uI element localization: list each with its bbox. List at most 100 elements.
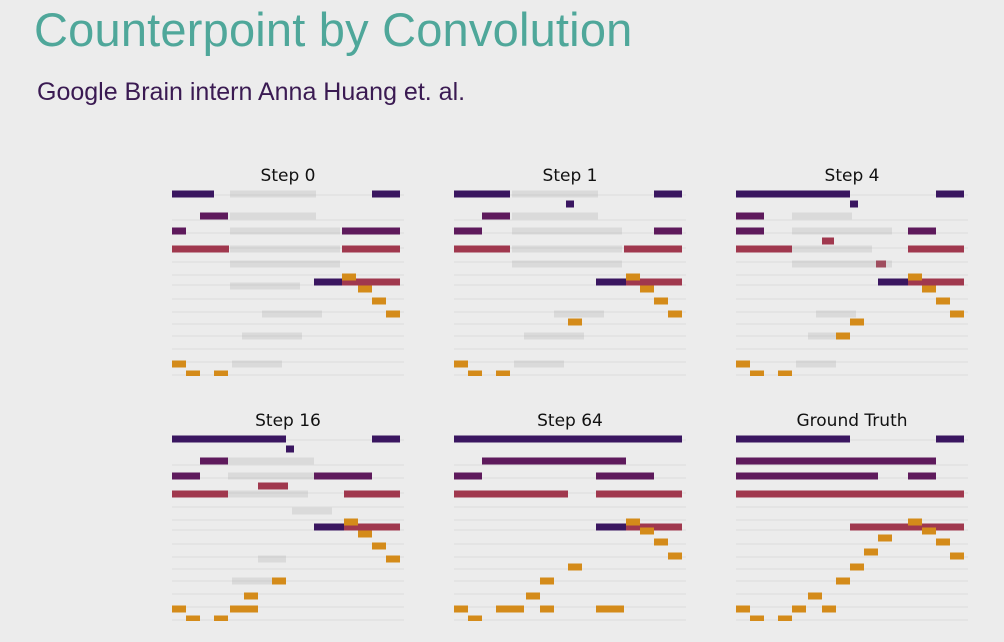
bass-note (172, 605, 186, 613)
uncertain-note (524, 332, 584, 340)
bass-note (386, 555, 400, 563)
uncertain-note (230, 245, 340, 253)
panel-title: Step 4 (824, 166, 880, 186)
uncertain-note (792, 212, 852, 220)
soprano-note (372, 190, 400, 198)
tenor-note (908, 490, 964, 498)
bass-note (344, 518, 358, 526)
bass-note (836, 577, 850, 585)
bass-note (526, 592, 540, 600)
alto-note (820, 457, 850, 465)
tenor-note (258, 482, 288, 490)
bass-note (372, 542, 386, 550)
alto-note (482, 212, 510, 220)
bass-note (936, 538, 950, 546)
uncertain-note (816, 310, 856, 318)
uncertain-note (512, 260, 622, 268)
uncertain-note (792, 227, 892, 235)
alto-note (172, 227, 186, 235)
alto-note (764, 457, 820, 465)
alto-note (764, 472, 850, 480)
tenor-note (878, 490, 908, 498)
bass-note (540, 605, 554, 613)
bass-note (596, 605, 624, 613)
bass-note (272, 577, 286, 585)
tenor-note (172, 490, 228, 498)
uncertain-note (230, 260, 340, 268)
bass-note (496, 370, 510, 376)
alto-note (568, 457, 626, 465)
uncertain-note (808, 332, 836, 340)
uncertain-note (258, 555, 286, 563)
bass-note (186, 615, 200, 621)
soprano-note (454, 435, 568, 443)
alto-note (908, 227, 936, 235)
uncertain-note (512, 212, 598, 220)
piano-roll (454, 435, 686, 621)
soprano-note (736, 435, 792, 443)
uncertain-note (230, 282, 300, 290)
tenor-note (908, 278, 964, 286)
bass-note (654, 538, 668, 546)
uncertain-note (242, 332, 302, 340)
bass-note (244, 592, 258, 600)
soprano-note (596, 523, 626, 531)
bass-note (640, 527, 654, 535)
uncertain-note (554, 310, 604, 318)
panel-step-4: Step 4 (736, 166, 968, 380)
soprano-note (566, 200, 574, 208)
soprano-note (568, 435, 654, 443)
piano-roll (736, 190, 968, 376)
alto-note (482, 457, 568, 465)
bass-note (750, 615, 764, 621)
tenor-note (908, 523, 964, 531)
tenor-note (344, 490, 400, 498)
alto-note (596, 472, 654, 480)
soprano-note (314, 278, 344, 286)
soprano-note (372, 435, 400, 443)
bass-note (736, 360, 750, 368)
tenor-note (454, 245, 510, 253)
panel-title: Step 64 (537, 411, 603, 431)
uncertain-note (292, 507, 332, 515)
bass-note (936, 297, 950, 305)
uncertain-note (262, 310, 322, 318)
soprano-note (878, 278, 908, 286)
tenor-note (822, 237, 834, 245)
uncertain-note (230, 212, 316, 220)
bass-note (342, 273, 356, 281)
bass-note (878, 534, 892, 542)
soprano-note (172, 190, 214, 198)
uncertain-note (230, 227, 340, 235)
tenor-note (626, 490, 682, 498)
bass-note (736, 605, 750, 613)
bass-note (186, 370, 200, 376)
tenor-note (850, 490, 878, 498)
bass-note (358, 285, 372, 293)
bass-note (358, 530, 372, 538)
bass-note (540, 577, 554, 585)
panel-step-0: Step 0 (172, 166, 404, 380)
uncertain-note (792, 245, 872, 253)
bass-note (808, 592, 822, 600)
tenor-note (624, 245, 682, 253)
bass-note (668, 310, 682, 318)
piano-roll (736, 435, 968, 621)
tenor-note (736, 245, 792, 253)
bass-note (950, 310, 964, 318)
bass-note (454, 605, 468, 613)
bass-note (822, 605, 836, 613)
tenor-note (344, 523, 400, 531)
tenor-note (342, 278, 400, 286)
bass-note (214, 615, 228, 621)
bass-note (654, 297, 668, 305)
alto-note (200, 212, 228, 220)
alto-note (736, 227, 764, 235)
alto-note (908, 472, 936, 480)
bass-note (850, 563, 864, 571)
soprano-note (736, 190, 792, 198)
bass-note (568, 318, 582, 326)
alto-note (654, 227, 682, 235)
soprano-note (850, 200, 858, 208)
tenor-note (596, 490, 626, 498)
